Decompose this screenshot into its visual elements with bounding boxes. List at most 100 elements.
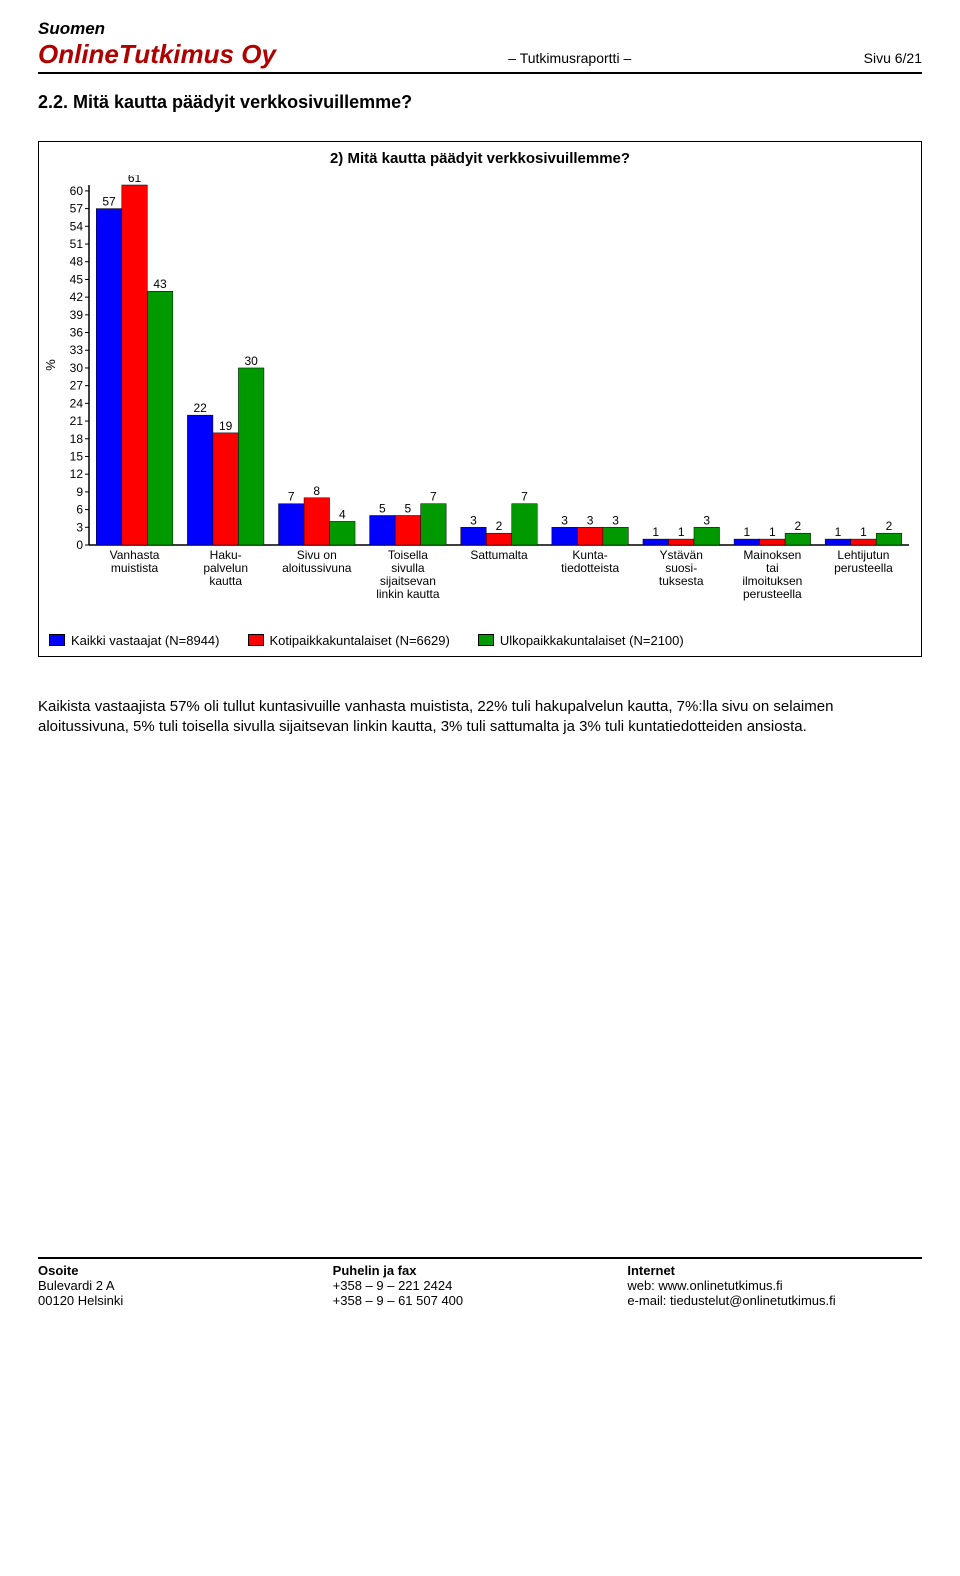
footer-col-address: Osoite Bulevardi 2 A 00120 Helsinki bbox=[38, 1263, 333, 1308]
svg-text:Ystävän: Ystävän bbox=[660, 548, 703, 562]
svg-text:perusteella: perusteella bbox=[834, 561, 893, 575]
body-paragraph: Kaikista vastaajista 57% oli tullut kunt… bbox=[38, 697, 918, 738]
bar bbox=[760, 539, 786, 545]
bar bbox=[668, 539, 694, 545]
footer-internet-l1: web: www.onlinetutkimus.fi bbox=[627, 1278, 782, 1293]
svg-text:ilmoituksen: ilmoituksen bbox=[742, 574, 802, 588]
svg-text:54: 54 bbox=[70, 219, 84, 233]
svg-text:60: 60 bbox=[70, 184, 84, 198]
bar bbox=[577, 527, 603, 545]
legend-swatch bbox=[49, 634, 65, 646]
legend-item: Kotipaikkakuntalaiset (N=6629) bbox=[248, 633, 450, 648]
header-top: Suomen bbox=[38, 20, 922, 39]
svg-text:Toisella: Toisella bbox=[388, 548, 428, 562]
chart-title: 2) Mitä kautta päädyit verkkosivuillemme… bbox=[43, 150, 917, 167]
chart-plot: 03691215182124273033363942454851545760%5… bbox=[43, 175, 917, 628]
svg-text:kautta: kautta bbox=[209, 574, 242, 588]
section-title: 2.2. Mitä kautta päädyit verkkosivuillem… bbox=[38, 92, 922, 113]
svg-text:2: 2 bbox=[795, 519, 802, 533]
bar bbox=[734, 539, 760, 545]
bar bbox=[851, 539, 877, 545]
svg-text:muistista: muistista bbox=[111, 561, 159, 575]
svg-text:4: 4 bbox=[339, 507, 346, 521]
svg-text:57: 57 bbox=[102, 194, 116, 208]
svg-text:1: 1 bbox=[860, 525, 867, 539]
bar-chart-svg: 03691215182124273033363942454851545760%5… bbox=[43, 175, 919, 623]
footer-phone-l2: +358 – 9 – 61 507 400 bbox=[333, 1293, 463, 1308]
svg-text:43: 43 bbox=[153, 277, 167, 291]
svg-text:30: 30 bbox=[244, 354, 258, 368]
svg-text:tuksesta: tuksesta bbox=[659, 574, 704, 588]
svg-text:1: 1 bbox=[678, 525, 685, 539]
legend-label: Kaikki vastaajat (N=8944) bbox=[71, 633, 220, 648]
bar bbox=[304, 497, 330, 544]
header-subtitle: – Tutkimusraportti – bbox=[276, 50, 864, 66]
svg-text:33: 33 bbox=[70, 343, 84, 357]
footer-address-l1: Bulevardi 2 A bbox=[38, 1278, 115, 1293]
bar bbox=[279, 503, 305, 544]
footer-internet-l2: e-mail: tiedustelut@onlinetutkimus.fi bbox=[627, 1293, 835, 1308]
header-page-number: Sivu 6/21 bbox=[864, 50, 922, 66]
header-company: OnlineTutkimus Oy bbox=[38, 39, 276, 70]
svg-text:tiedotteista: tiedotteista bbox=[561, 561, 619, 575]
svg-text:%: % bbox=[43, 358, 58, 370]
bar bbox=[147, 291, 173, 545]
footer-internet-head: Internet bbox=[627, 1263, 675, 1278]
legend-label: Kotipaikkakuntalaiset (N=6629) bbox=[270, 633, 450, 648]
svg-text:48: 48 bbox=[70, 254, 84, 268]
svg-text:Sattumalta: Sattumalta bbox=[470, 548, 528, 562]
svg-text:3: 3 bbox=[703, 513, 710, 527]
footer-col-internet: Internet web: www.onlinetutkimus.fi e-ma… bbox=[627, 1263, 922, 1308]
svg-text:39: 39 bbox=[70, 308, 84, 322]
bar bbox=[238, 368, 264, 545]
svg-text:tai: tai bbox=[766, 561, 779, 575]
svg-text:36: 36 bbox=[70, 325, 84, 339]
footer-phone-head: Puhelin ja fax bbox=[333, 1263, 417, 1278]
bar bbox=[187, 415, 213, 545]
svg-text:19: 19 bbox=[219, 419, 233, 433]
svg-text:3: 3 bbox=[587, 513, 594, 527]
footer-address-l2: 00120 Helsinki bbox=[38, 1293, 123, 1308]
svg-text:3: 3 bbox=[561, 513, 568, 527]
footer-address-head: Osoite bbox=[38, 1263, 78, 1278]
svg-text:21: 21 bbox=[70, 414, 84, 428]
bar bbox=[96, 208, 122, 544]
svg-text:22: 22 bbox=[193, 401, 207, 415]
bar bbox=[395, 515, 421, 545]
legend-item: Ulkopaikkakuntalaiset (N=2100) bbox=[478, 633, 684, 648]
svg-text:57: 57 bbox=[70, 201, 84, 215]
svg-text:61: 61 bbox=[128, 175, 142, 185]
bar bbox=[825, 539, 851, 545]
svg-text:Sivu on: Sivu on bbox=[297, 548, 337, 562]
bar bbox=[122, 185, 148, 545]
svg-text:palvelun: palvelun bbox=[203, 561, 248, 575]
svg-text:0: 0 bbox=[76, 538, 83, 552]
svg-text:18: 18 bbox=[70, 431, 84, 445]
svg-text:6: 6 bbox=[76, 502, 83, 516]
svg-text:9: 9 bbox=[76, 485, 83, 499]
svg-text:7: 7 bbox=[521, 489, 528, 503]
bar bbox=[785, 533, 811, 545]
bar bbox=[876, 533, 902, 545]
footer: Osoite Bulevardi 2 A 00120 Helsinki Puhe… bbox=[38, 1257, 922, 1308]
svg-text:45: 45 bbox=[70, 272, 84, 286]
bar bbox=[461, 527, 487, 545]
chart-legend: Kaikki vastaajat (N=8944) Kotipaikkakunta… bbox=[43, 628, 917, 650]
svg-text:perusteella: perusteella bbox=[743, 587, 802, 601]
svg-text:24: 24 bbox=[70, 396, 84, 410]
svg-text:1: 1 bbox=[835, 525, 842, 539]
svg-text:Haku-: Haku- bbox=[210, 548, 242, 562]
svg-text:7: 7 bbox=[430, 489, 437, 503]
bar bbox=[370, 515, 396, 545]
svg-text:42: 42 bbox=[70, 290, 84, 304]
svg-text:5: 5 bbox=[379, 501, 386, 515]
bar bbox=[213, 433, 239, 545]
legend-swatch bbox=[248, 634, 264, 646]
bar bbox=[694, 527, 720, 545]
bar bbox=[603, 527, 629, 545]
svg-text:suosi-: suosi- bbox=[665, 561, 697, 575]
svg-text:aloitussivuna: aloitussivuna bbox=[282, 561, 352, 575]
svg-text:8: 8 bbox=[313, 483, 320, 497]
chart-container: 2) Mitä kautta päädyit verkkosivuillemme… bbox=[38, 141, 922, 657]
svg-text:linkin kautta: linkin kautta bbox=[376, 587, 440, 601]
